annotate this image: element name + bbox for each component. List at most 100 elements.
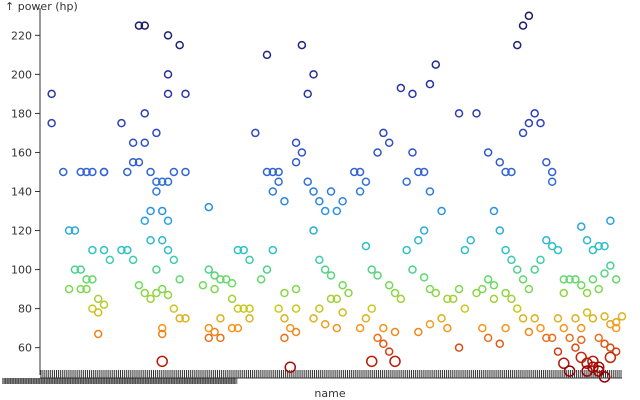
x-tick-label-glyph bbox=[173, 378, 178, 384]
x-tick-label-glyph bbox=[230, 378, 235, 384]
data-point bbox=[198, 280, 208, 290]
data-point bbox=[105, 255, 115, 265]
x-tick-label-glyph bbox=[124, 378, 129, 384]
data-point bbox=[326, 294, 336, 304]
data-point bbox=[332, 323, 342, 333]
data-point bbox=[530, 265, 539, 274]
data-point bbox=[384, 138, 394, 147]
x-tick-label-glyph bbox=[228, 378, 233, 384]
data-point bbox=[524, 284, 534, 294]
data-point bbox=[448, 294, 458, 304]
data-point bbox=[169, 304, 179, 313]
data-point bbox=[332, 294, 342, 304]
data-point bbox=[355, 167, 365, 177]
data-point bbox=[518, 275, 528, 284]
data-point bbox=[169, 167, 179, 177]
data-point bbox=[365, 355, 378, 368]
x-tick-label-glyph bbox=[158, 378, 162, 384]
data-point bbox=[581, 365, 593, 377]
data-point bbox=[163, 216, 173, 226]
data-point bbox=[402, 177, 411, 186]
data-point bbox=[157, 329, 167, 339]
data-point bbox=[128, 255, 138, 265]
data-point bbox=[367, 265, 376, 274]
data-point bbox=[606, 343, 615, 352]
x-tick-label-glyph bbox=[178, 378, 183, 384]
data-point bbox=[577, 323, 586, 333]
y-tick-label: 120 bbox=[11, 225, 32, 238]
data-point bbox=[489, 280, 499, 290]
x-tick-label-glyph bbox=[207, 378, 212, 384]
x-tick-label-glyph bbox=[210, 378, 214, 384]
data-point bbox=[577, 335, 586, 345]
data-point bbox=[291, 157, 301, 167]
data-point bbox=[123, 167, 132, 177]
data-point bbox=[315, 304, 324, 313]
data-point bbox=[575, 351, 588, 364]
x-tick-label-glyph bbox=[113, 378, 118, 384]
data-point bbox=[320, 319, 330, 329]
data-point bbox=[373, 271, 382, 280]
data-point bbox=[489, 294, 499, 304]
data-point bbox=[408, 89, 417, 99]
data-point bbox=[163, 290, 173, 300]
data-point bbox=[262, 50, 272, 60]
x-tick-label-glyph bbox=[147, 378, 152, 384]
x-tick-label-glyph bbox=[139, 378, 144, 384]
x-tick-label-glyph bbox=[54, 378, 58, 384]
data-point bbox=[134, 157, 144, 167]
data-point bbox=[355, 323, 365, 333]
data-point bbox=[76, 167, 85, 177]
x-tick-label-glyph bbox=[186, 378, 191, 384]
data-point bbox=[332, 206, 342, 216]
data-point bbox=[163, 89, 173, 99]
x-tick-label-glyph bbox=[72, 378, 77, 384]
data-point bbox=[163, 177, 173, 186]
data-point bbox=[501, 288, 510, 298]
data-point bbox=[338, 280, 347, 290]
data-point bbox=[594, 241, 603, 251]
data-point bbox=[587, 361, 599, 373]
data-point bbox=[507, 294, 516, 304]
data-points bbox=[47, 11, 627, 383]
x-tick-label-glyph bbox=[41, 378, 45, 384]
data-point bbox=[577, 222, 586, 231]
data-point bbox=[565, 275, 574, 284]
data-point bbox=[425, 79, 435, 89]
data-point bbox=[123, 245, 132, 255]
x-tick-label-glyph bbox=[35, 378, 40, 384]
data-point bbox=[588, 275, 598, 284]
data-point bbox=[204, 202, 214, 212]
data-point bbox=[571, 275, 580, 284]
data-point bbox=[99, 167, 109, 177]
data-point bbox=[512, 265, 522, 274]
data-point bbox=[396, 83, 406, 93]
data-point bbox=[425, 187, 435, 196]
data-point bbox=[291, 304, 301, 313]
data-point bbox=[611, 323, 621, 333]
x-tick-label-glyph bbox=[77, 378, 82, 384]
data-point bbox=[274, 304, 283, 313]
data-point bbox=[361, 241, 371, 251]
data-point bbox=[88, 167, 97, 177]
x-tick-label-glyph bbox=[56, 378, 61, 384]
y-tick-label: 220 bbox=[11, 29, 32, 42]
x-tick-label-glyph bbox=[217, 378, 222, 384]
x-tick-label-glyph bbox=[199, 378, 204, 384]
data-point bbox=[175, 314, 184, 323]
data-point bbox=[181, 167, 190, 177]
x-tick-label-glyph bbox=[132, 378, 136, 384]
data-point bbox=[163, 245, 173, 255]
data-point bbox=[563, 365, 576, 377]
data-point bbox=[303, 89, 312, 99]
data-point bbox=[297, 40, 307, 50]
x-tick-label-glyph bbox=[87, 378, 92, 384]
data-point bbox=[210, 327, 219, 337]
data-point bbox=[408, 148, 417, 157]
x-tick-label-glyph bbox=[223, 378, 227, 384]
data-point bbox=[466, 236, 475, 245]
x-tick-label-glyph bbox=[194, 378, 199, 384]
data-point bbox=[140, 138, 150, 147]
data-point bbox=[588, 314, 598, 323]
data-point bbox=[134, 280, 144, 290]
